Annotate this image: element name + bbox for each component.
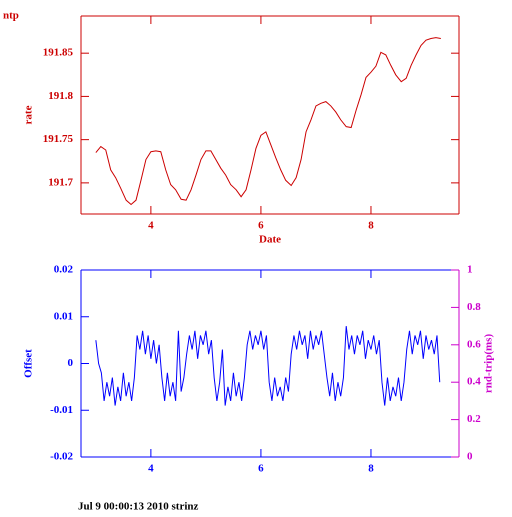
y-axis-label: Offset [23, 349, 35, 378]
y-tick-label: 191.8 [48, 90, 73, 102]
y-tick-label: 0.02 [54, 264, 74, 276]
x-tick-label: 8 [368, 463, 374, 475]
y-tick-label: 191.7 [48, 176, 73, 188]
y-tick-label: 191.85 [43, 47, 74, 59]
y2-tick-label: 0 [467, 451, 473, 463]
y2-tick-label: 0.2 [467, 413, 481, 425]
x-tick-label: 8 [368, 220, 374, 232]
x-axis-label: Date [259, 234, 281, 246]
x-tick-label: 4 [148, 220, 154, 232]
y-tick-label: 0.01 [54, 310, 73, 322]
y2-axis-label: rnd-trip(ms) [483, 334, 495, 394]
data-line [95, 37, 441, 206]
footer: Jul 9 00:00:13 2010 strinz [78, 501, 199, 512]
x-tick-label: 6 [258, 463, 264, 475]
y-tick-label: -0.02 [50, 451, 73, 463]
y-tick-label: 0 [68, 357, 74, 369]
y2-tick-label: 0.8 [467, 301, 481, 313]
chart-title: ntp [3, 10, 19, 22]
y-tick-label: 191.75 [43, 133, 74, 145]
y2-tick-label: 1 [467, 264, 473, 276]
data-line [95, 326, 441, 406]
x-tick-label: 4 [148, 463, 154, 475]
y2-tick-label: 0.4 [467, 376, 481, 388]
y-tick-label: -0.01 [50, 404, 73, 416]
y2-tick-label: 0.6 [467, 338, 481, 350]
x-tick-label: 6 [258, 220, 264, 232]
y-axis-label: rate [23, 105, 35, 124]
